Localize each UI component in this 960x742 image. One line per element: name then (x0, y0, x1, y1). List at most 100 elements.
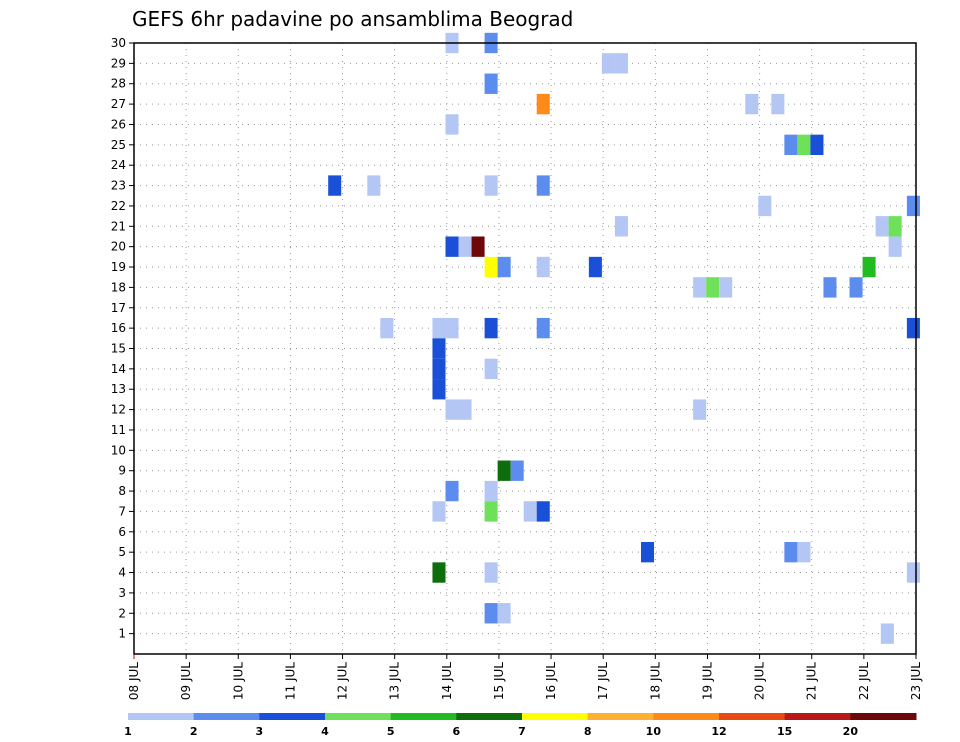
y-tick-label: 16 (111, 321, 126, 335)
y-tick-label: 10 (111, 443, 126, 457)
y-tick-label: 9 (118, 464, 126, 478)
y-tick-label: 18 (111, 280, 126, 294)
data-cell (693, 399, 707, 420)
colorbar-label: 4 (321, 725, 329, 738)
colorbar-segment (456, 713, 523, 720)
data-cell (484, 562, 498, 583)
x-tick-label: 10 JUL (231, 662, 245, 700)
data-cell (523, 501, 537, 522)
colorbar-label: 5 (387, 725, 395, 738)
data-cell (458, 236, 472, 257)
x-tick-label: 14 JUL (440, 662, 454, 700)
y-tick-label: 5 (118, 545, 126, 559)
data-cell (849, 277, 863, 298)
y-tick-label: 4 (118, 566, 126, 580)
data-cell (536, 317, 550, 339)
data-cell (906, 195, 920, 217)
data-cell (432, 562, 446, 583)
data-cell (432, 501, 446, 522)
x-tick-label: 23 JUL (909, 662, 923, 700)
x-tick-label: 19 JUL (700, 662, 714, 700)
data-cell (458, 399, 472, 420)
data-cell (432, 338, 446, 359)
y-tick-label: 12 (111, 403, 126, 417)
colorbar-segment (850, 713, 917, 720)
colorbar-label: 20 (843, 725, 859, 738)
y-tick-label: 17 (111, 301, 126, 315)
data-cell (510, 460, 524, 481)
data-cell (484, 256, 498, 278)
data-cell (432, 379, 446, 400)
colorbar-segment (193, 713, 260, 720)
data-cell (536, 93, 550, 115)
data-cell (484, 317, 498, 339)
x-tick-label: 22 JUL (857, 662, 871, 700)
y-tick-label: 7 (118, 504, 126, 518)
colorbar-label: 12 (711, 725, 726, 738)
x-tick-label: 11 JUL (283, 662, 297, 700)
data-cell (484, 480, 498, 502)
colorbar-segment (259, 713, 326, 720)
y-tick-label: 2 (118, 606, 126, 620)
y-tick-label: 1 (118, 627, 126, 641)
data-cell (484, 603, 498, 624)
y-tick-label: 27 (111, 97, 126, 111)
x-tick-label: 20 JUL (753, 662, 767, 700)
data-cell (445, 480, 459, 502)
y-tick-label: 28 (111, 77, 126, 91)
x-tick-label: 16 JUL (544, 662, 558, 700)
colorbar-segment (719, 713, 786, 720)
y-tick-label: 11 (111, 423, 126, 437)
data-cell (875, 216, 889, 237)
data-cells (328, 32, 920, 644)
data-cell (810, 134, 824, 156)
data-cell (614, 53, 628, 74)
x-tick-label: 08 JUL (127, 662, 141, 700)
data-cell (888, 236, 902, 257)
x-tick-label: 15 JUL (492, 662, 506, 700)
data-cell (906, 317, 920, 339)
y-tick-label: 29 (111, 56, 126, 70)
colorbar-segment (128, 713, 195, 720)
data-cell (758, 195, 772, 217)
colorbar-segment (653, 713, 720, 720)
data-cell (693, 277, 707, 298)
y-tick-label: 19 (111, 260, 126, 274)
colorbar-label: 1 (124, 725, 132, 738)
colorbar-segment (587, 713, 654, 720)
y-tick-label: 8 (118, 484, 126, 498)
data-cell (445, 317, 459, 339)
y-tick-label: 3 (118, 586, 126, 600)
y-tick-label: 15 (111, 342, 126, 356)
y-tick-label: 25 (111, 138, 126, 152)
colorbar-label: 8 (584, 725, 592, 738)
data-cell (445, 114, 459, 135)
data-cell (797, 541, 811, 563)
colorbar-label: 6 (453, 725, 461, 738)
data-cell (745, 93, 759, 115)
data-cell (706, 277, 720, 298)
colorbar-label: 7 (518, 725, 526, 738)
data-cell (432, 358, 446, 380)
data-cell (497, 256, 511, 278)
data-cell (797, 134, 811, 156)
colorbar: 1 2 3 4 5 6 7 8 10 12 15 20 (124, 713, 917, 738)
y-tick-label: 22 (111, 199, 126, 213)
y-tick-label: 23 (111, 179, 126, 193)
data-cell (536, 175, 550, 196)
y-tick-label: 20 (111, 240, 126, 254)
data-cell (640, 541, 655, 563)
data-cell (862, 256, 876, 278)
y-tick-label: 21 (111, 219, 126, 233)
colorbar-label: 3 (256, 725, 264, 738)
data-cell (484, 73, 498, 94)
data-cell (484, 175, 498, 196)
colorbar-segment (325, 713, 392, 720)
data-cell (719, 277, 733, 298)
data-cell (471, 236, 485, 257)
data-cell (380, 317, 394, 339)
y-axis: 1234567891011121314151617181920212223242… (111, 36, 134, 641)
data-cell (445, 399, 459, 420)
data-cell (497, 460, 511, 481)
